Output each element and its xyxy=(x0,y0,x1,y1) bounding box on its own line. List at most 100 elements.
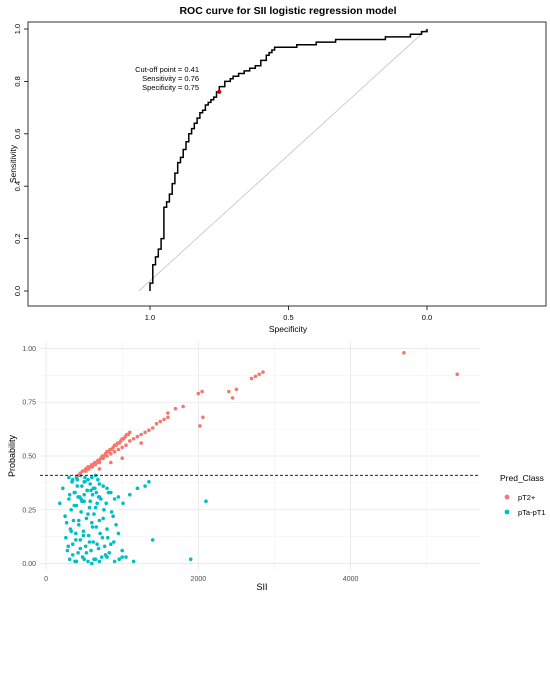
scatter-point-pta-pt1 xyxy=(88,482,92,486)
scatter-point-pta-pt1 xyxy=(70,553,75,557)
scatter-point-pta-pt1 xyxy=(147,480,151,484)
scatter-point-pta-pt1 xyxy=(74,538,78,542)
scatter-point-pta-pt1 xyxy=(76,495,80,499)
roc-annotation-line-1: Cut-off point = 0.41 xyxy=(135,65,199,74)
scatter-point-pta-pt1 xyxy=(86,533,91,538)
roc-y-tick-label: 0.8 xyxy=(13,76,22,86)
roc-plot-frame xyxy=(27,21,547,307)
roc-x-axis-label: Specificity xyxy=(269,324,308,334)
scatter-point-pta-pt1 xyxy=(83,475,87,480)
scatter-point-pta-pt1 xyxy=(112,540,116,544)
scatter-point-pta-pt1 xyxy=(67,497,71,501)
scatter-point-pta-pt1 xyxy=(105,527,109,531)
scatter-point-pt2 xyxy=(101,456,105,461)
scatter-point-pt2 xyxy=(76,473,80,478)
roc-annotation-line-2: Sensitivity = 0.76 xyxy=(142,74,199,83)
scatter-point-pta-pt1 xyxy=(84,551,89,555)
legend-label-pta-pt1: pTa-pT1 xyxy=(518,508,546,517)
scatter-point-pta-pt1 xyxy=(86,559,90,564)
scatter-point-pt2 xyxy=(135,434,140,439)
scatter-point-pt2 xyxy=(181,404,185,409)
scatter-point-pta-pt1 xyxy=(76,551,80,555)
scatter-point-pt2 xyxy=(173,406,178,411)
scatter-point-pta-pt1 xyxy=(64,535,68,540)
scatter-point-pta-pt1 xyxy=(69,508,73,512)
scatter-point-pta-pt1 xyxy=(111,514,115,518)
scatter-point-pt2 xyxy=(402,351,406,355)
scatter-points xyxy=(58,351,460,566)
scatter-point-pta-pt1 xyxy=(112,559,117,564)
scatter-point-pt2 xyxy=(166,411,170,415)
scatter-point-pta-pt1 xyxy=(95,542,99,546)
scatter-point-pta-pt1 xyxy=(75,484,80,488)
scatter-y-tick-label: 0.75 xyxy=(22,400,36,407)
scatter-point-pt2 xyxy=(234,387,239,392)
roc-y-tick-label: 1.0 xyxy=(13,24,22,34)
scatter-point-pta-pt1 xyxy=(67,475,71,480)
roc-y-tick-label: 0.2 xyxy=(13,233,22,243)
scatter-point-pt2 xyxy=(83,469,88,473)
scatter-x-tick-label: 4000 xyxy=(343,576,359,583)
scatter-point-pta-pt1 xyxy=(117,557,121,561)
scatter-point-pta-pt1 xyxy=(92,512,96,516)
scatter-point-pta-pt1 xyxy=(93,505,98,510)
legend-swatch-pta-pt1 xyxy=(504,509,510,515)
scatter-point-pta-pt1 xyxy=(81,529,86,534)
roc-axes: 0.0 0.2 0.4 0.6 0.8 1.0 1.0 0.5 0.0 xyxy=(13,24,432,322)
scatter-point-pta-pt1 xyxy=(97,518,102,523)
scatter-point-pta-pt1 xyxy=(61,486,65,491)
scatter-point-pt2 xyxy=(261,370,265,374)
scatter-y-tick-label: 0.25 xyxy=(22,507,36,514)
scatter-point-pt2 xyxy=(139,432,143,437)
scatter-point-pta-pt1 xyxy=(77,518,81,523)
scatter-point-pt2 xyxy=(257,372,262,377)
roc-chart: ROC curve for SII logistic regression mo… xyxy=(8,5,547,334)
scatter-point-pta-pt1 xyxy=(80,484,84,488)
scatter-y-tick-label: 0.00 xyxy=(22,561,36,568)
scatter-point-pt2 xyxy=(78,471,83,476)
scatter-chart: 0 2000 4000 0.00 0.25 0.50 0.75 1.00 SII Probab… xyxy=(7,342,546,592)
scatter-point-pta-pt1 xyxy=(109,510,114,514)
scatter-x-axis-label: SII xyxy=(256,582,267,592)
scatter-point-pta-pt1 xyxy=(109,490,113,495)
scatter-point-pt2 xyxy=(97,460,102,465)
scatter-point-pt2 xyxy=(196,391,201,396)
scatter-point-pt2 xyxy=(201,415,205,420)
scatter-y-tick-label: 1.00 xyxy=(22,346,36,353)
scatter-point-pta-pt1 xyxy=(120,548,124,553)
scatter-point-pta-pt1 xyxy=(81,533,86,538)
scatter-point-pta-pt1 xyxy=(91,486,96,491)
scatter-point-pta-pt1 xyxy=(97,495,102,499)
scatter-point-pta-pt1 xyxy=(90,475,94,480)
scatter-point-pt2 xyxy=(109,452,113,456)
scatter-point-pt2 xyxy=(158,419,163,424)
scatter-point-pta-pt1 xyxy=(116,495,121,499)
scatter-point-pt2 xyxy=(154,421,159,426)
roc-y-tick-label: 0.6 xyxy=(13,129,22,139)
scatter-point-pta-pt1 xyxy=(98,531,102,536)
scatter-point-pta-pt1 xyxy=(96,477,100,482)
scatter-point-pta-pt1 xyxy=(70,477,75,482)
scatter-point-pta-pt1 xyxy=(78,538,83,542)
scatter-point-pta-pt1 xyxy=(92,557,96,561)
scatter-point-pt2 xyxy=(227,389,231,394)
scatter-y-axis-label: Probability xyxy=(7,434,17,477)
scatter-point-pt2 xyxy=(112,449,117,454)
scatter-point-pt2 xyxy=(93,462,98,467)
scatter-point-pta-pt1 xyxy=(104,501,108,506)
scatter-point-pt2 xyxy=(455,372,460,377)
scatter-axes: 0 2000 4000 0.00 0.25 0.50 0.75 1.00 xyxy=(22,346,358,583)
scatter-point-pta-pt1 xyxy=(86,512,90,516)
scatter-point-pta-pt1 xyxy=(87,505,92,510)
scatter-point-pta-pt1 xyxy=(74,559,79,564)
scatter-point-pt2 xyxy=(90,465,95,469)
scatter-point-pta-pt1 xyxy=(73,490,77,495)
scatter-point-pta-pt1 xyxy=(69,529,73,534)
roc-y-tick-label: 0.0 xyxy=(13,286,22,296)
scatter-point-pta-pt1 xyxy=(58,501,62,506)
scatter-point-pt2 xyxy=(147,428,151,433)
roc-annotation: Cut-off point = 0.41 Sensitivity = 0.76 … xyxy=(135,65,199,92)
scatter-point-pt2 xyxy=(131,437,136,441)
